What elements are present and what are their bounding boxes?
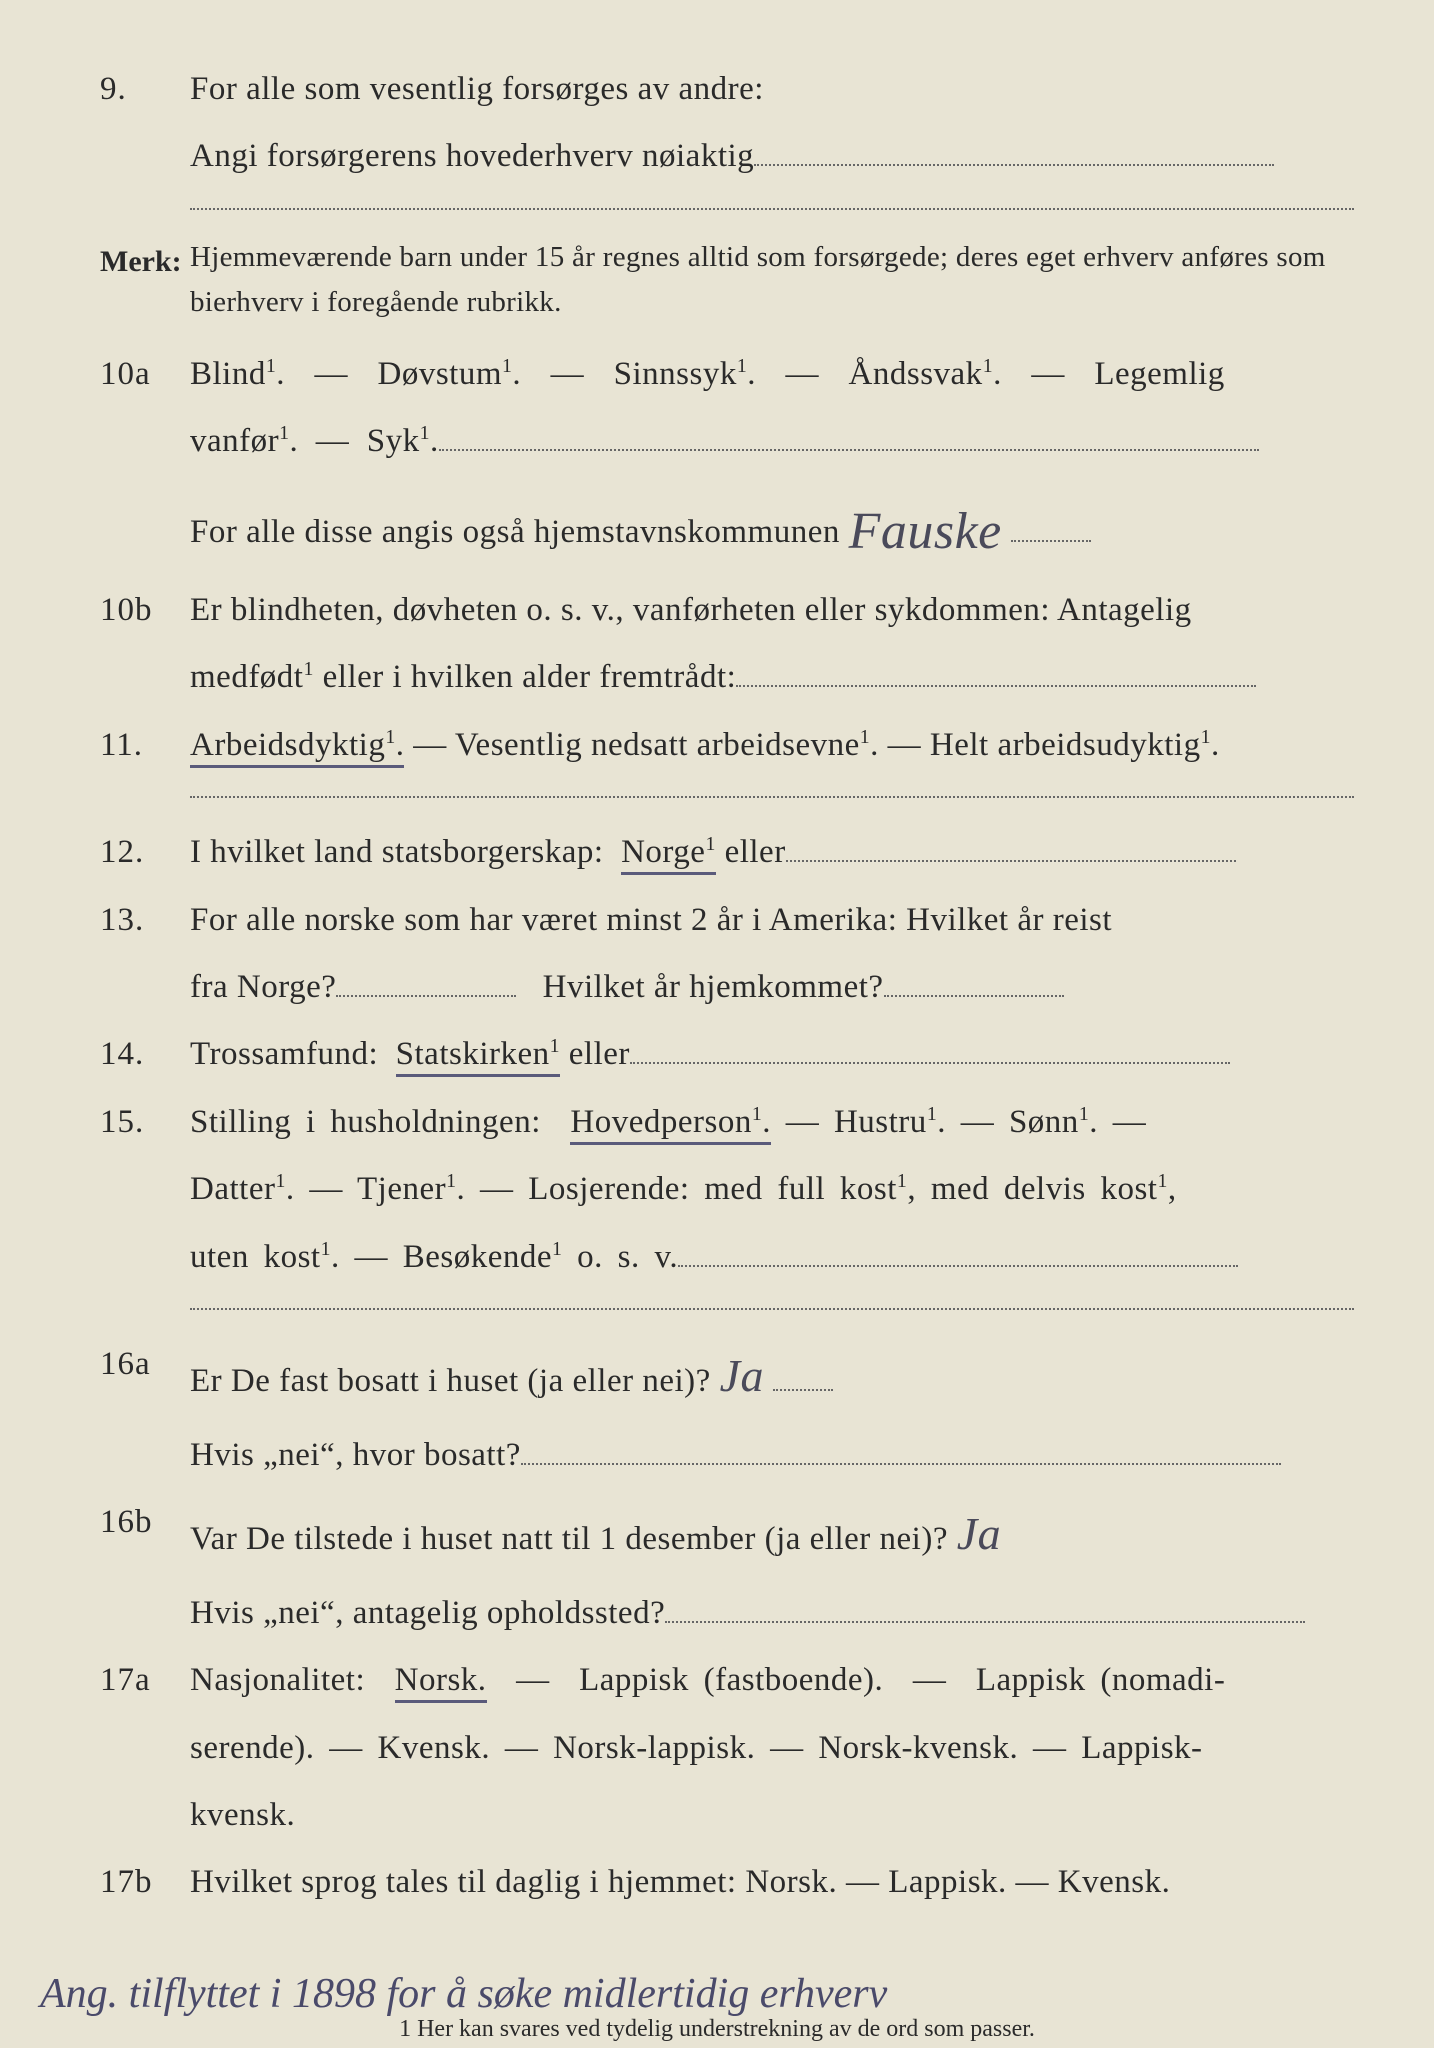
q14-statskirken-underlined: Statskirken1 xyxy=(396,1036,560,1077)
divider xyxy=(190,795,1354,798)
q10b-number: 10b xyxy=(100,581,190,640)
q17a-norsk-underlined: Norsk. xyxy=(395,1662,487,1703)
q15-hovedperson-underlined: Hovedperson1. xyxy=(570,1104,771,1145)
q15-number: 15. xyxy=(100,1093,190,1152)
q11-number: 11. xyxy=(100,716,190,775)
q17a-row2: serende). — Kvensk. — Norsk-lappisk. — N… xyxy=(100,1719,1354,1778)
q13-number: 13. xyxy=(100,891,190,950)
q12-norge-underlined: Norge1 xyxy=(621,834,716,875)
q10b-line1: Er blindheten, døvheten o. s. v., vanfør… xyxy=(190,581,1354,640)
q9-line2-wrap: Angi forsørgerens hovederhverv nøiaktig xyxy=(190,127,1354,186)
handwritten-fauske: Fauske xyxy=(849,485,1002,579)
q16a-line1: Er De fast bosatt i huset (ja eller nei)… xyxy=(190,1363,711,1399)
q10a-line3: For alle disse angis også hjemstavnskomm… xyxy=(190,514,840,550)
q9-line2: Angi forsørgerens hovederhverv nøiaktig xyxy=(190,138,754,174)
census-form-page: 9. For alle som vesentlig forsørges av a… xyxy=(0,0,1434,2048)
question-17b: 17b Hvilket sprog tales til daglig i hje… xyxy=(100,1853,1354,1912)
q16b-line1: Var De tilstede i huset natt til 1 desem… xyxy=(190,1521,948,1557)
question-10b: 10b Er blindheten, døvheten o. s. v., va… xyxy=(100,581,1354,640)
handwritten-bottom-note: Ang. tilflyttet i 1898 for å søke midler… xyxy=(40,1970,1394,2018)
q16b-row2: Hvis „nei“, antagelig opholdssted? xyxy=(100,1584,1354,1643)
q12-number: 12. xyxy=(100,823,190,882)
question-9: 9. For alle som vesentlig forsørges av a… xyxy=(100,60,1354,119)
q17a-number: 17a xyxy=(100,1651,190,1710)
q10a-number: 10a xyxy=(100,345,190,404)
q16b-number: 16b xyxy=(100,1493,190,1576)
q10b-row2: medfødt1 eller i hvilken alder fremtrådt… xyxy=(100,648,1354,707)
question-11: 11. Arbeidsdyktig1. — Vesentlig nedsatt … xyxy=(100,716,1354,775)
q16a-row2: Hvis „nei“, hvor bosatt? xyxy=(100,1426,1354,1485)
q9-text: For alle som vesentlig forsørges av andr… xyxy=(190,60,1354,119)
question-14: 14. Trossamfund: Statskirken1 eller xyxy=(100,1025,1354,1084)
merk-note: Merk: Hjemmeværende barn under 15 år reg… xyxy=(100,235,1354,325)
q17a-row3: kvensk. xyxy=(100,1786,1354,1845)
q17b-number: 17b xyxy=(100,1853,190,1912)
q17b-text: Hvilket sprog tales til daglig i hjemmet… xyxy=(190,1853,1354,1912)
handwritten-ja-16a: Ja xyxy=(720,1350,764,1401)
q13-line1: For alle norske som har været minst 2 år… xyxy=(190,891,1354,950)
question-17a: 17a Nasjonalitet: Norsk. — Lappisk (fast… xyxy=(100,1651,1354,1710)
q15-row2: Datter1. — Tjener1. — Losjerende: med fu… xyxy=(100,1160,1354,1219)
merk-text: Hjemmeværende barn under 15 år regnes al… xyxy=(190,235,1354,325)
divider xyxy=(190,1307,1354,1310)
q16a-number: 16a xyxy=(100,1335,190,1418)
q14-number: 14. xyxy=(100,1025,190,1084)
q9-number: 9. xyxy=(100,60,190,119)
q10a-row3: For alle disse angis også hjemstavnskomm… xyxy=(100,479,1354,573)
footnote: 1 Her kan svares ved tydelig understrekn… xyxy=(0,2016,1434,2043)
q13-row2: fra Norge? Hvilket år hjemkommet? xyxy=(100,958,1354,1017)
question-12: 12. I hvilket land statsborgerskap: Norg… xyxy=(100,823,1354,882)
q15-row3: uten kost1. — Besøkende1 o. s. v. xyxy=(100,1228,1354,1287)
handwritten-ja-16b: Ja xyxy=(957,1508,1001,1559)
question-10a: 10a Blind1. — Døvstum1. — Sinnssyk1. — Å… xyxy=(100,345,1354,404)
q9-row2: Angi forsørgerens hovederhverv nøiaktig xyxy=(100,127,1354,186)
merk-label: Merk: xyxy=(100,235,190,325)
question-16b: 16b Var De tilstede i huset natt til 1 d… xyxy=(100,1493,1354,1576)
divider xyxy=(190,207,1354,210)
q10a-line1: Blind1. — Døvstum1. — Sinnssyk1. — Åndss… xyxy=(190,345,1354,404)
question-16a: 16a Er De fast bosatt i huset (ja eller … xyxy=(100,1335,1354,1418)
blank-line xyxy=(754,131,1274,166)
q9-line1: For alle som vesentlig forsørges av andr… xyxy=(190,71,764,107)
q10a-row2: vanfør1. — Syk1. xyxy=(100,412,1354,471)
question-15: 15. Stilling i husholdningen: Hovedperso… xyxy=(100,1093,1354,1152)
question-13: 13. For alle norske som har været minst … xyxy=(100,891,1354,950)
q11-opt1-underlined: Arbeidsdyktig1. xyxy=(190,727,404,768)
